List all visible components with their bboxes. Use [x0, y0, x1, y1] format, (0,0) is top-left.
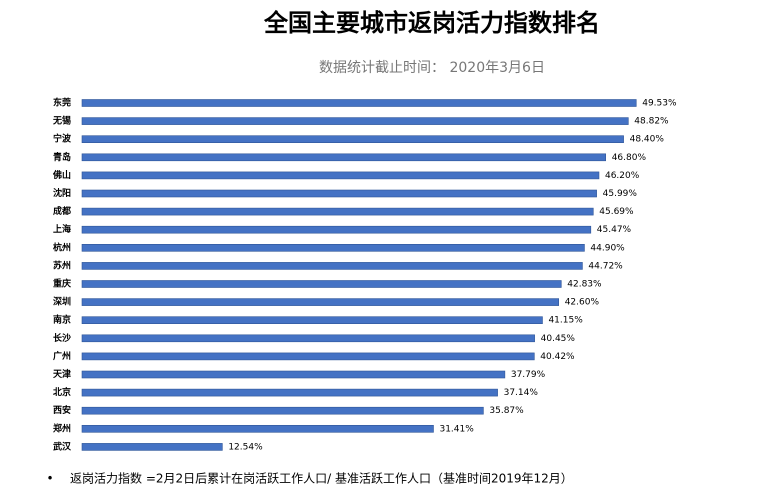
- y-tick-label: 佛山: [52, 169, 71, 181]
- y-tick-label: 深圳: [53, 296, 71, 308]
- value-label: 37.14%: [504, 388, 539, 398]
- chart-subtitle: 数据统计截止时间： 2020年3月6日: [319, 60, 545, 76]
- y-tick-label: 宁波: [53, 133, 72, 145]
- bar: [81, 406, 484, 415]
- bar: [81, 262, 583, 270]
- y-tick-label: 东莞: [53, 97, 71, 109]
- value-label: 40.45%: [541, 334, 576, 344]
- bar: [81, 225, 592, 234]
- y-tick-label: 沈阳: [53, 187, 71, 199]
- value-label: 45.69%: [599, 207, 634, 217]
- y-tick-label: 南京: [53, 314, 71, 326]
- y-tick-label: 广州: [53, 350, 71, 362]
- bullet: •: [46, 472, 53, 486]
- value-label: 35.87%: [489, 406, 524, 416]
- y-tick-label: 成都: [53, 205, 71, 217]
- y-tick-label: 郑州: [53, 422, 71, 434]
- value-label: 42.83%: [567, 280, 602, 290]
- value-label: 48.40%: [630, 135, 665, 145]
- value-label: 49.53%: [642, 99, 677, 109]
- value-label: 44.90%: [590, 243, 625, 253]
- y-tick-label: 苏州: [53, 259, 71, 271]
- bar: [81, 280, 562, 288]
- bar: [81, 117, 629, 125]
- footnote: 返岗活力指数 =2月2日后累计在岗活跃工作人口/ 基准活跃工作人口（基准时间20…: [70, 471, 573, 486]
- bar: [81, 207, 594, 216]
- value-label: 44.72%: [588, 261, 623, 271]
- value-label: 46.80%: [612, 153, 647, 163]
- value-label: 45.99%: [603, 189, 638, 199]
- value-label: 41.15%: [548, 316, 583, 326]
- y-tick-label: 北京: [53, 386, 71, 398]
- y-tick-label: 重庆: [53, 278, 71, 290]
- bar: [81, 99, 637, 107]
- value-label: 37.79%: [511, 370, 546, 380]
- y-tick-label: 西安: [53, 404, 71, 416]
- y-tick-label: 青岛: [53, 151, 71, 163]
- value-label: 31.41%: [439, 424, 474, 434]
- value-label: 45.47%: [597, 225, 632, 235]
- bar: [81, 298, 559, 306]
- y-tick-label: 杭州: [53, 241, 71, 253]
- y-tick-label: 武汉: [53, 440, 72, 452]
- bar: [81, 135, 624, 143]
- y-tick-label: 天津: [53, 368, 71, 380]
- bar: [81, 334, 535, 343]
- bar: [81, 171, 600, 180]
- y-tick-label: 无锡: [52, 115, 71, 127]
- y-tick-label: 长沙: [53, 332, 71, 344]
- bar: [81, 316, 543, 325]
- value-label: 48.82%: [634, 117, 669, 127]
- bar: [81, 443, 223, 451]
- bar: [81, 153, 606, 162]
- bar: [81, 424, 434, 433]
- bar: [81, 388, 498, 397]
- value-label: 12.54%: [228, 442, 263, 452]
- y-tick-label: 上海: [53, 223, 71, 235]
- bar: [81, 189, 597, 198]
- value-label: 42.60%: [565, 298, 600, 308]
- bar: [81, 370, 506, 379]
- chart-title: 全国主要城市返岗活力指数排名: [263, 9, 600, 37]
- bar: [81, 352, 535, 361]
- bar: [81, 244, 585, 252]
- value-label: 40.42%: [540, 352, 575, 362]
- value-label: 46.20%: [605, 171, 640, 181]
